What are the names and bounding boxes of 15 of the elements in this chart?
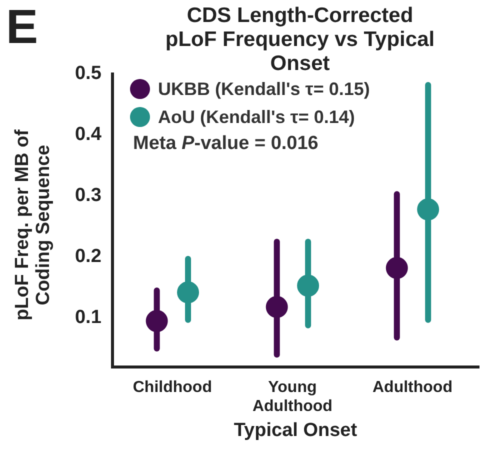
y-tick-label: 0.4 (74, 124, 102, 146)
y-axis-title: pLoF Freq. per MB of Coding Sequence (12, 128, 54, 323)
y-tick-label: 0.1 (74, 307, 102, 328)
x-tick-label: Adulthood (372, 378, 452, 396)
y-tick-label: 0.2 (74, 246, 102, 268)
y-tick-label: 0.5 (74, 63, 102, 84)
annotation: Meta P-value = 0.016 (133, 133, 318, 155)
legend-label: UKBB (Kendall's τ= 0.15) (158, 78, 370, 100)
x-axis-title: Typical Onset (234, 420, 358, 441)
chart-title: CDS Length-Corrected pLoF Frequency vs Typical Onset (165, 4, 435, 76)
y-tick-label: 0.3 (74, 185, 102, 206)
x-tick-label: Childhood (132, 378, 212, 396)
legend-label: AoU (Kendall's τ= 0.14) (158, 106, 355, 128)
x-tick-label: Young Adulthood (252, 378, 332, 416)
text: E (6, 0, 38, 55)
